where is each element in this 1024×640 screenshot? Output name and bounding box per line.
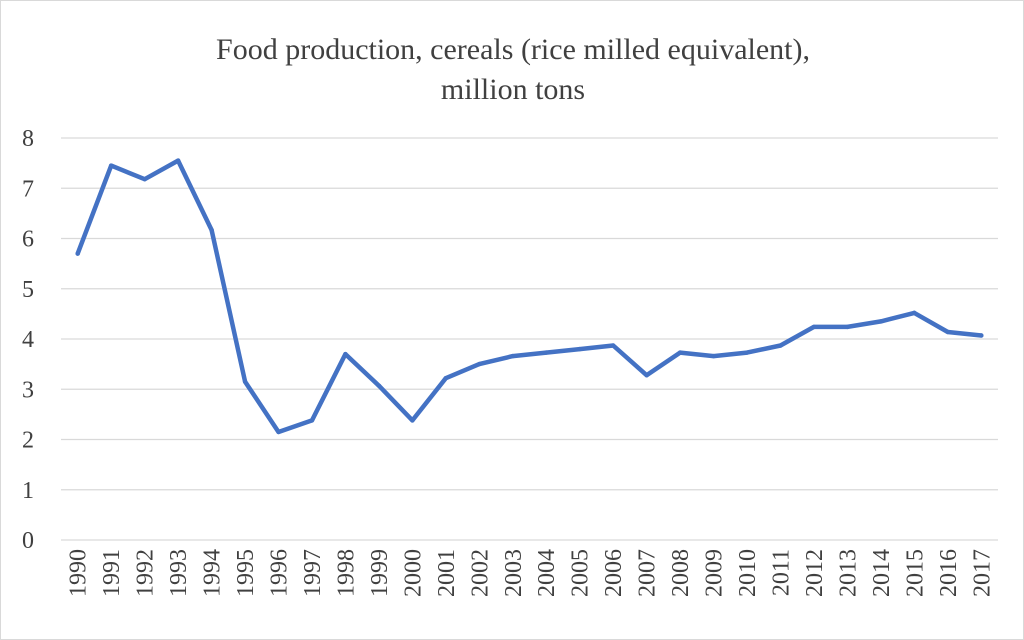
y-tick-label: 1 [22, 478, 34, 504]
x-tick-label: 2015 [902, 549, 928, 597]
x-tick-label: 2011 [768, 549, 794, 596]
data-point-1990 [75, 251, 80, 256]
x-tick-label: 2003 [501, 549, 527, 597]
x-tick-label: 2007 [635, 549, 661, 597]
x-tick-label: 2002 [467, 549, 493, 597]
x-tick-label: 1997 [300, 549, 326, 597]
x-tick-label: 1994 [200, 549, 226, 597]
y-tick-label: 0 [22, 528, 34, 554]
x-tick-label: 1990 [66, 549, 92, 597]
data-point-2008 [677, 350, 683, 355]
data-point-1999 [376, 383, 382, 388]
data-point-2010 [744, 350, 750, 355]
x-tick-label: 2005 [568, 549, 594, 597]
data-point-1992 [142, 177, 147, 182]
data-point-2001 [443, 375, 449, 381]
x-tick-label: 2014 [869, 549, 895, 597]
data-point-2013 [845, 324, 850, 330]
x-tick-label: 2012 [802, 549, 828, 597]
data-point-2017 [979, 333, 984, 338]
data-point-1996 [276, 429, 281, 435]
data-point-2015 [912, 310, 917, 316]
data-point-1997 [309, 418, 315, 423]
y-tick-label: 5 [22, 277, 34, 303]
data-point-1993 [175, 158, 181, 163]
x-tick-label: 2009 [702, 549, 728, 597]
data-point-2006 [610, 343, 616, 348]
x-tick-label: 2006 [601, 549, 627, 597]
x-tick-label: 2000 [400, 549, 426, 597]
data-point-2007 [644, 372, 649, 378]
x-tick-label: 2017 [969, 549, 995, 597]
y-tick-label: 6 [22, 227, 34, 253]
x-tick-label: 1992 [133, 549, 159, 597]
x-tick-label: 2004 [534, 549, 560, 597]
x-tick-label: 1995 [233, 549, 259, 597]
data-point-1998 [343, 351, 348, 357]
y-tick-label: 8 [22, 126, 34, 152]
data-point-2000 [410, 418, 415, 423]
y-axis-ticks: 0 1 2 3 4 5 6 7 8 [22, 126, 34, 554]
data-point-2009 [711, 353, 716, 359]
x-tick-label: 2001 [434, 549, 460, 597]
data-point-2003 [510, 353, 515, 359]
chart-subtitle: million tons [441, 73, 585, 106]
x-tick-label: 2013 [835, 549, 861, 597]
data-point-2005 [577, 346, 582, 352]
x-tick-label: 1998 [333, 549, 359, 597]
data-point-2014 [878, 319, 884, 324]
y-tick-label: 3 [22, 377, 34, 403]
data-point-1991 [108, 163, 114, 168]
x-tick-label: 2008 [668, 549, 694, 597]
data-point-1994 [209, 227, 214, 233]
data-point-2002 [477, 361, 482, 367]
y-tick-label: 2 [22, 428, 34, 454]
data-point-2012 [811, 324, 817, 330]
y-tick-label: 7 [22, 176, 34, 202]
series-line [75, 158, 984, 435]
x-tick-label: 1991 [99, 549, 125, 597]
x-tick-label: 2010 [735, 549, 761, 597]
data-point-2011 [778, 343, 783, 348]
gridlines [61, 137, 998, 541]
data-point-2004 [544, 350, 549, 355]
x-tick-label: 1999 [367, 549, 393, 597]
x-axis-ticks: 1990 1991 1992 1993 1994 1995 1996 1997 1998 1999… [66, 549, 996, 597]
y-tick-label: 4 [22, 327, 34, 353]
data-point-1995 [242, 379, 248, 384]
chart-title: Food production, cereals (rice milled eq… [216, 33, 810, 66]
x-tick-label: 2016 [936, 549, 962, 597]
x-tick-label: 1993 [166, 549, 192, 597]
data-point-2016 [945, 329, 951, 335]
x-tick-label: 1996 [267, 549, 293, 597]
series-layer [75, 158, 984, 435]
